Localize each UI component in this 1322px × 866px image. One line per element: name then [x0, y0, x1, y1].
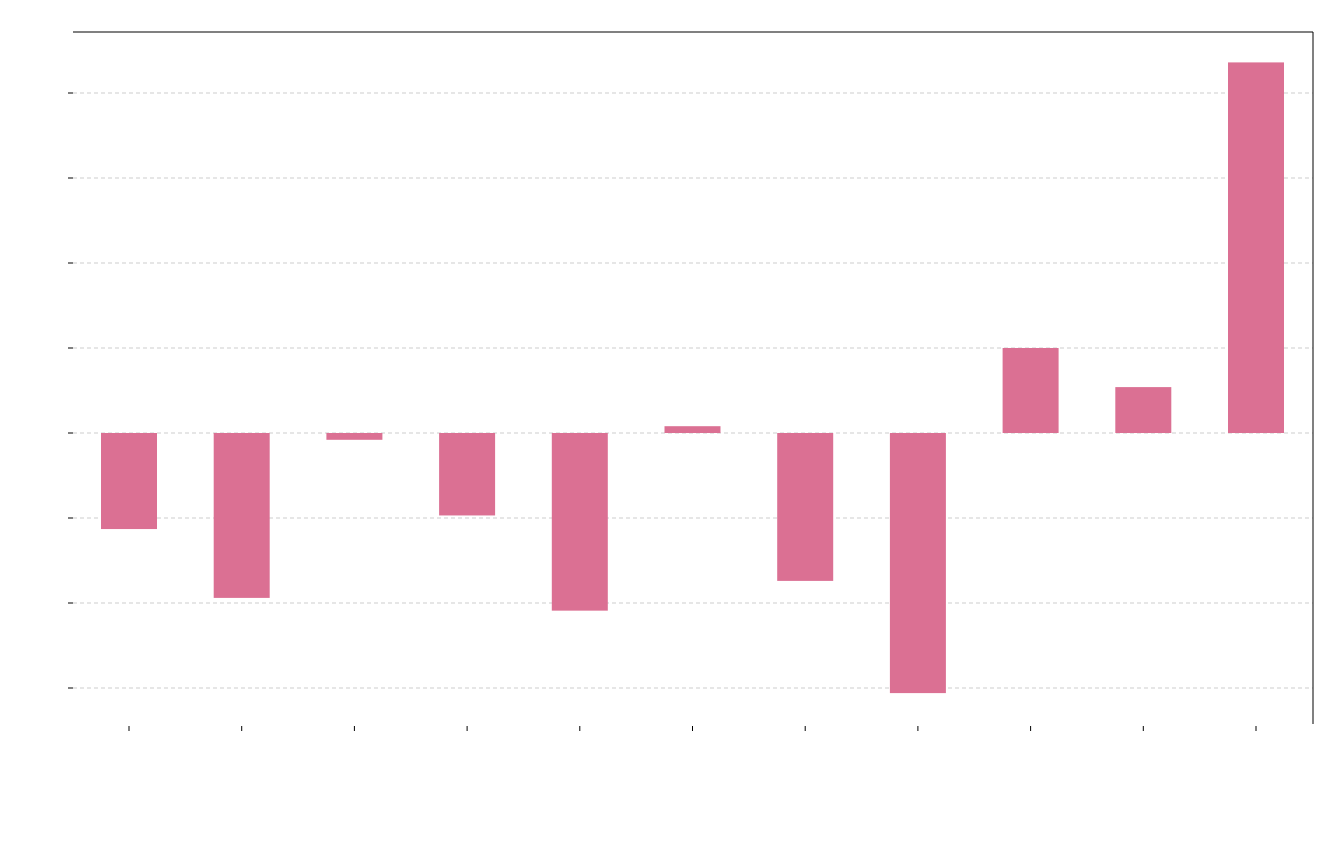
axes [68, 31, 1314, 731]
bar [1115, 387, 1172, 433]
bar [551, 433, 608, 611]
bar [326, 433, 383, 440]
bars [101, 62, 1284, 694]
bar [889, 433, 946, 694]
bar [664, 426, 721, 433]
bar [1002, 348, 1059, 433]
bar [777, 433, 834, 581]
bar [101, 433, 157, 530]
bar [439, 433, 496, 516]
bar [1228, 62, 1284, 434]
bar [213, 433, 270, 598]
